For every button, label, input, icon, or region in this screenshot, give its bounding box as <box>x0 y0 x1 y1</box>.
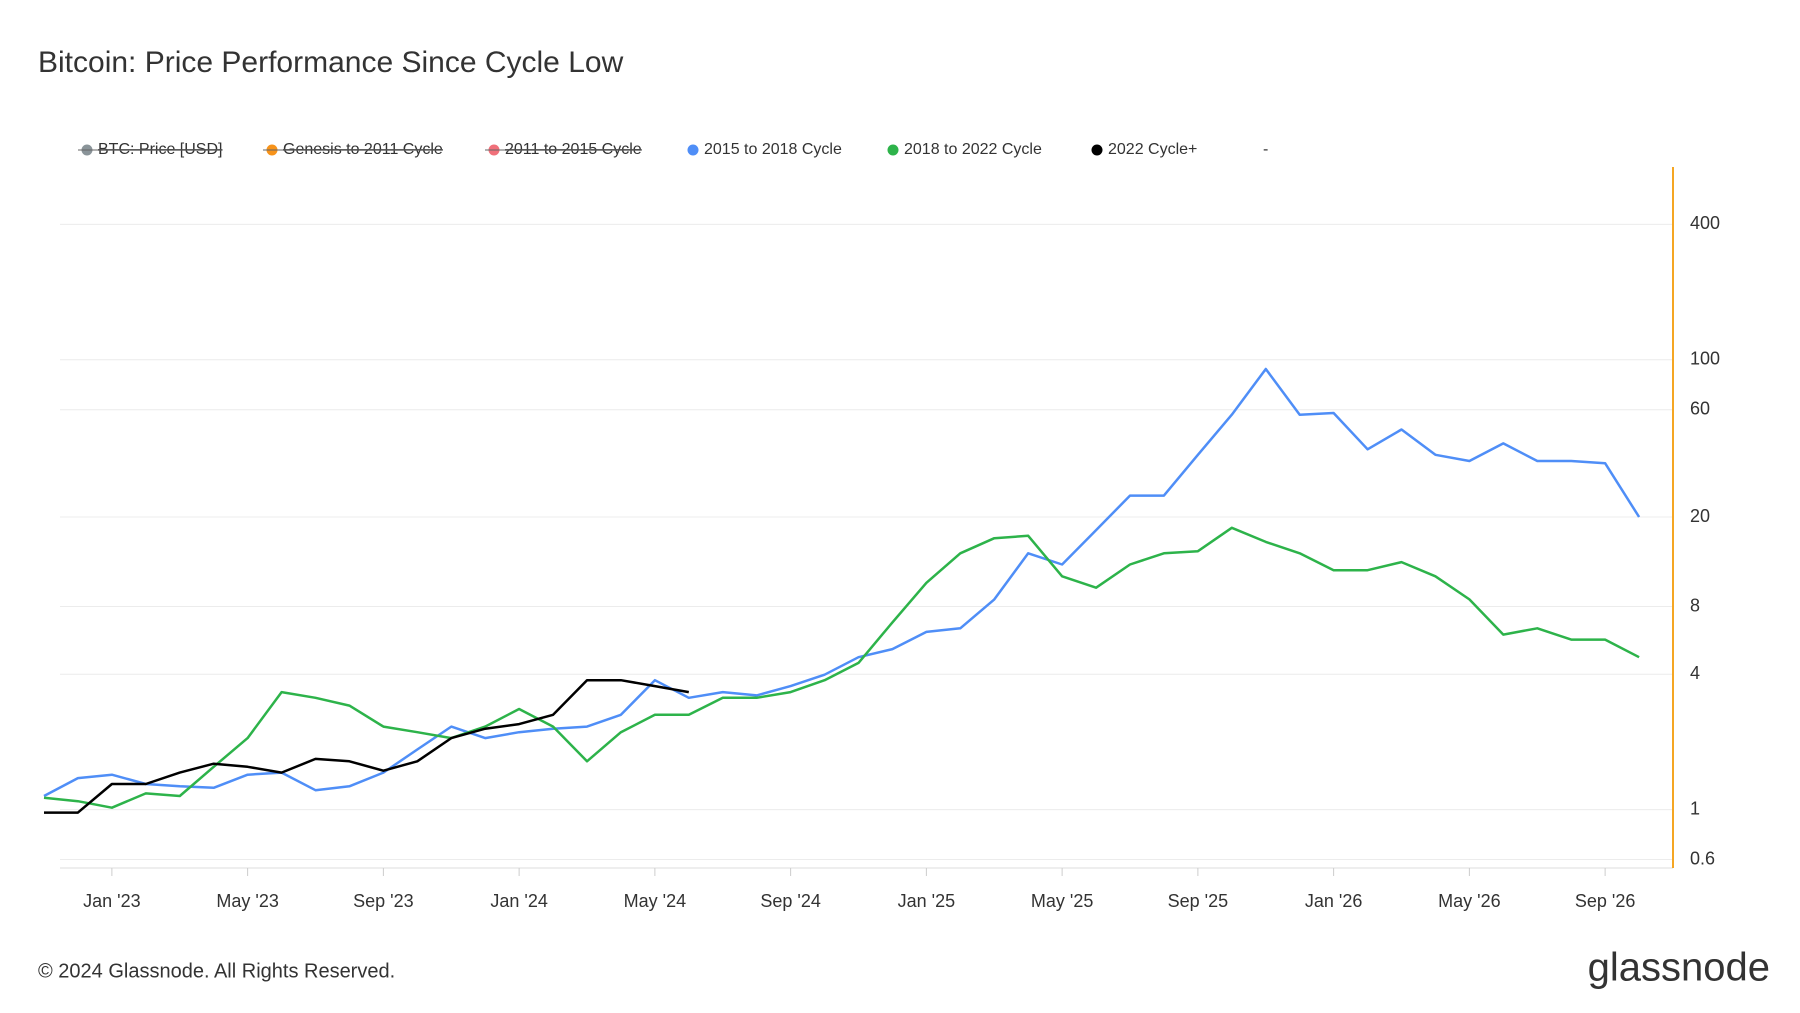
legend-label[interactable]: 2022 Cycle+ <box>1108 141 1197 158</box>
y-tick-label: 400 <box>1690 213 1720 233</box>
y-tick-label: 4 <box>1690 663 1700 683</box>
y-tick-label: 20 <box>1690 506 1710 526</box>
chart-title: Bitcoin: Price Performance Since Cycle L… <box>38 46 624 79</box>
legend-label[interactable]: 2018 to 2022 Cycle <box>904 141 1042 158</box>
x-tick-label: Sep '23 <box>353 891 414 911</box>
y-tick-label: 60 <box>1690 398 1710 418</box>
y-tick-label: 8 <box>1690 595 1700 615</box>
legend-marker <box>687 144 699 156</box>
y-tick-label: 100 <box>1690 349 1720 369</box>
series-line <box>43 526 1640 809</box>
series-line <box>44 678 690 814</box>
logo: glassnode <box>1588 946 1770 990</box>
y-tick-label: 0.6 <box>1690 848 1715 868</box>
x-tick-label: Sep '26 <box>1575 891 1636 911</box>
x-tick-label: Jan '23 <box>83 891 140 911</box>
x-tick-label: Jan '24 <box>490 891 547 911</box>
x-tick-label: May '24 <box>624 891 686 911</box>
series-line <box>43 367 1641 798</box>
legend-marker <box>887 144 899 156</box>
x-tick-label: Jan '25 <box>898 891 955 911</box>
legend-marker <box>1091 144 1103 156</box>
x-tick-label: Sep '24 <box>760 891 821 911</box>
x-tick-label: May '25 <box>1031 891 1093 911</box>
y-tick-label: 1 <box>1690 798 1700 818</box>
legend-label[interactable]: 2015 to 2018 Cycle <box>704 141 842 158</box>
x-tick-label: Jan '26 <box>1305 891 1362 911</box>
copyright: © 2024 Glassnode. All Rights Reserved. <box>38 960 395 982</box>
x-tick-label: Sep '25 <box>1168 891 1229 911</box>
legend-label[interactable]: - <box>1263 141 1268 158</box>
x-tick-label: May '26 <box>1438 891 1500 911</box>
x-tick-label: May '23 <box>216 891 278 911</box>
